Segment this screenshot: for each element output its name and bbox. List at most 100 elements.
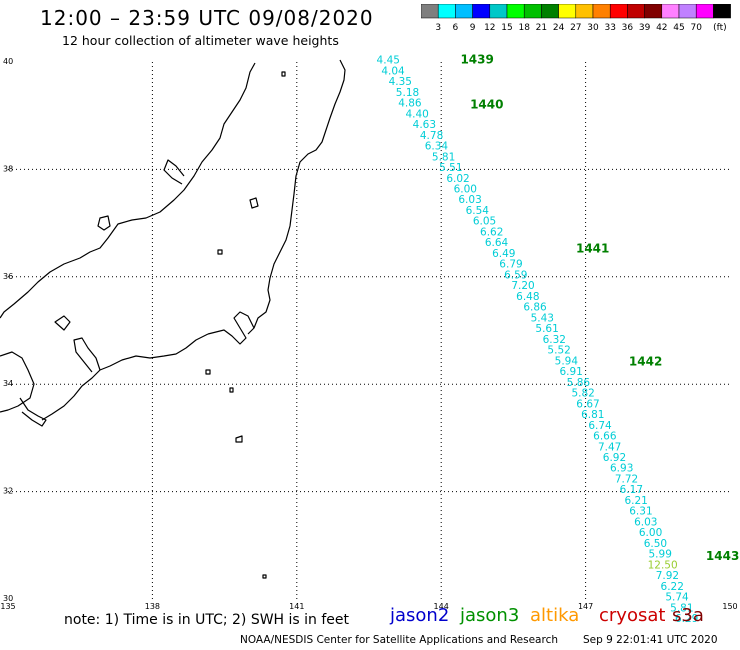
wave-height-value: 4.63 [413,119,436,131]
wave-height-value: 5.82 [571,388,594,400]
wave-height-value: 6.21 [624,495,647,507]
pass-label: 1441 [576,242,609,256]
longitude-label: 141 [289,602,304,611]
wave-height-value: 6.17 [620,484,643,496]
wave-height-value: 6.62 [480,226,503,238]
wave-height-value: 5.86 [567,377,591,389]
wave-height-value: 6.32 [543,334,566,346]
colorbar-swatch [713,4,731,19]
wave-height-value: 4.78 [420,130,443,142]
colorbar-unit-label: (ft) [713,23,727,33]
wave-height-value: 6.29 [675,613,698,625]
pass-label: 1443 [706,549,739,563]
wave-height-value: 6.79 [499,259,522,271]
wave-height-value: 6.67 [576,398,599,410]
colorbar-tick-label: 6 [453,23,459,33]
wave-height-value: 6.31 [629,506,652,518]
colorbar-tick-label: 18 [518,23,530,33]
wave-height-value: 6.00 [639,527,662,539]
colorbar-tick-label: 42 [656,23,667,33]
wave-height-value: 4.35 [389,76,412,88]
colorbar-tick-label: 70 [690,23,702,33]
wave-height-value: 6.74 [588,420,612,432]
color-scale-legend: 3 6 9 12 15 18 21 24 27 30 33 36 39 42 45 70 (ft) [421,4,731,33]
latitude-label: 32 [3,487,13,496]
wave-height-value: 7.92 [656,570,679,582]
wave-height-value: 4.86 [398,98,422,110]
wave-height-value: 6.50 [644,538,667,550]
wave-height-value: 6.59 [504,269,527,281]
wave-height-value: 12.50 [648,559,678,571]
colorbar-tick-label: 39 [639,23,651,33]
wave-height-value: 6.93 [610,463,633,475]
footer-credit: NOAA/NESDIS Center for Satellite Applica… [240,634,558,646]
colorbar-tick-label: 15 [501,23,512,33]
wave-height-value: 6.54 [466,205,490,217]
wave-height-value: 6.64 [485,237,509,249]
wave-height-value: 5.52 [547,345,570,357]
longitude-label: 144 [434,602,449,611]
wave-height-value: 6.00 [454,183,477,195]
wave-height-value: 5.61 [535,323,558,335]
wave-height-value: 6.49 [492,248,515,260]
wave-height-value: 4.40 [405,108,428,120]
wave-height-value: 6.03 [634,516,657,528]
coastline [0,59,346,579]
note-text: note: 1) Time is in UTC; 2) SWH is in fe… [64,612,350,628]
latitude-label: 30 [3,594,13,603]
wave-height-value: 6.86 [523,302,547,314]
satellite-legend-jason3: jason3 [460,605,520,626]
wave-height-value: 4.04 [381,65,405,77]
map-subtitle: 12 hour collection of altimeter wave hei… [62,33,339,48]
colorbar-tick-label: 24 [553,23,565,33]
wave-height-value: 5.81 [670,602,693,614]
latitude-label: 40 [3,57,13,66]
wave-height-value: 5.18 [396,87,419,99]
colorbar-tick-label: 36 [622,23,634,33]
wave-height-value: 4.45 [377,55,400,67]
satellite-legend-altika: altika [530,605,580,626]
latitude-label: 36 [3,272,13,281]
wave-height-value: 7.47 [598,441,621,453]
longitude-label: 138 [145,602,160,611]
satellite-legend-jason2: jason2 [390,605,450,626]
colorbar-tick-label: 12 [484,23,495,33]
colorbar-tick-label: 33 [604,23,615,33]
longitude-label: 150 [722,602,737,611]
colorbar-tick-label: 21 [536,23,547,33]
footer-timestamp: Sep 9 22:01:41 UTC 2020 [583,634,718,646]
wave-height-value: 6.48 [516,291,539,303]
colorbar-tick-label: 30 [587,23,599,33]
wave-height-value: 6.34 [425,141,449,153]
satellite-legend-s3a: s3a [672,605,704,626]
wave-height-value: 7.20 [511,280,534,292]
colorbar-tick-label: 27 [570,23,581,33]
pass-number-labels: 1439 1440 1441 1442 1443 [460,53,739,563]
wave-height-value: 5.99 [649,549,672,561]
wave-height-value: 5.94 [555,355,579,367]
wave-height-value: 6.05 [473,216,496,228]
longitude-label: 135 [0,602,15,611]
wave-height-points: 4.454.044.355.184.864.404.634.786.345.81… [377,55,699,625]
wave-height-value: 6.81 [581,409,604,421]
latitude-label: 34 [3,379,13,388]
satellite-legend-cryosat: cryosat [599,605,666,626]
pass-label: 1440 [470,98,503,112]
wave-height-value: 7.72 [615,473,638,485]
wave-height-value: 6.02 [446,173,469,185]
wave-height-value: 5.43 [531,312,554,324]
pass-label: 1439 [460,53,493,67]
colorbar-tick-label: 45 [673,23,684,33]
wave-height-value: 5.81 [432,151,455,163]
pass-label: 1442 [629,354,662,368]
map-title: 12:00 – 23:59 UTC 09/08/2020 [40,6,374,30]
wave-height-value: 6.03 [458,194,481,206]
colorbar-tick-label: 9 [470,23,476,33]
colorbar-tick-label: 3 [435,23,441,33]
wave-height-value: 6.22 [661,581,684,593]
longitude-label: 147 [578,602,593,611]
latitude-label: 38 [3,164,13,173]
wave-height-value: 6.91 [559,366,582,378]
